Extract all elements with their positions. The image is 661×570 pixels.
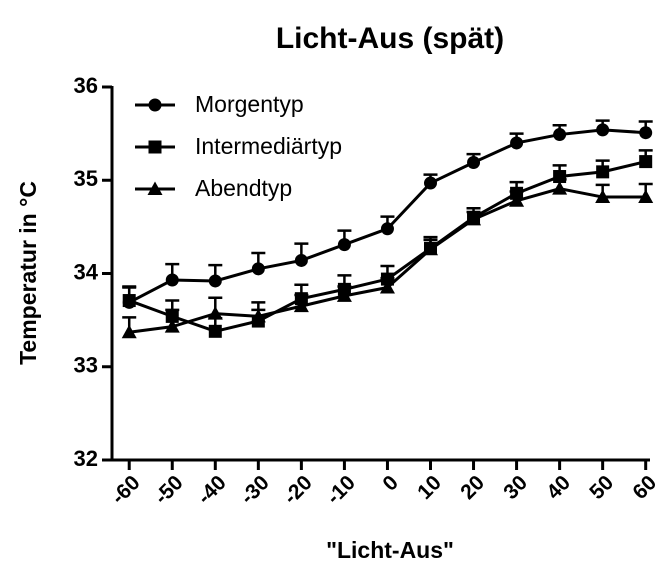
point (379, 279, 395, 294)
y-tick-label: 33 (74, 353, 98, 378)
y-axis-label: Temperatur in °C (15, 181, 41, 365)
point (596, 165, 610, 179)
x-tick-label: 60 (628, 471, 661, 504)
y-tick-label: 32 (74, 446, 98, 471)
x-tick-label: 20 (456, 471, 489, 504)
point (336, 288, 352, 302)
point (165, 273, 179, 287)
point (466, 211, 482, 226)
point (422, 241, 438, 256)
point (467, 156, 481, 170)
point (380, 222, 394, 236)
point (122, 294, 136, 308)
point (423, 176, 437, 190)
x-tick-label: -10 (322, 471, 360, 509)
point (337, 238, 351, 252)
point (595, 189, 611, 204)
chart-title: Licht-Aus (spät) (276, 22, 504, 55)
point (552, 181, 568, 195)
point (208, 274, 222, 288)
legend-label: Intermediärtyp (195, 133, 342, 159)
legend-marker (147, 181, 163, 195)
x-tick-label: -20 (279, 471, 317, 509)
x-tick-label: 50 (585, 471, 618, 504)
y-tick-label: 34 (74, 259, 99, 284)
point (553, 128, 567, 142)
x-tick-label: -30 (236, 471, 274, 509)
x-axis-label: "Licht-Aus" (326, 537, 454, 563)
point (510, 136, 524, 150)
x-tick-label: 10 (413, 471, 446, 504)
x-tick-label: -50 (150, 471, 188, 509)
point (208, 324, 222, 338)
y-tick-label: 36 (74, 73, 98, 98)
point (509, 193, 525, 207)
x-tick-label: 0 (378, 471, 403, 496)
legend-marker (148, 140, 162, 154)
legend-label: Morgentyp (195, 91, 304, 117)
point (293, 298, 309, 313)
point (251, 262, 265, 276)
point (207, 306, 223, 320)
point (639, 126, 653, 140)
point (164, 319, 180, 333)
point (596, 123, 610, 137)
x-tick-label: 30 (499, 471, 532, 504)
x-tick-label: 40 (542, 471, 575, 504)
legend-label: Abendtyp (195, 175, 292, 201)
y-tick-label: 35 (74, 166, 98, 191)
point (294, 253, 308, 267)
legend-marker (148, 98, 162, 112)
point (121, 324, 137, 339)
x-tick-label: -40 (193, 471, 231, 509)
series-line (129, 187, 646, 334)
x-tick-label: -60 (107, 471, 145, 509)
point (639, 155, 653, 169)
point (250, 308, 266, 323)
point (638, 189, 654, 204)
